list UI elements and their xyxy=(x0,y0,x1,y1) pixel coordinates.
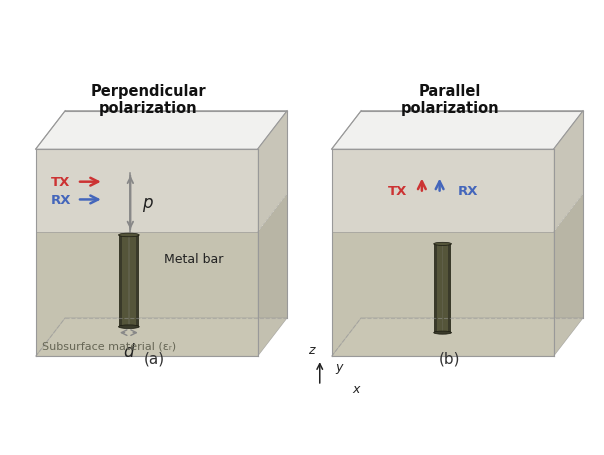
Polygon shape xyxy=(554,111,583,233)
Polygon shape xyxy=(332,318,583,357)
Text: (b): (b) xyxy=(439,350,461,365)
Polygon shape xyxy=(36,111,288,150)
Text: (a): (a) xyxy=(144,350,164,365)
Polygon shape xyxy=(434,244,451,333)
Ellipse shape xyxy=(118,233,139,237)
Polygon shape xyxy=(332,150,554,233)
Text: Parallel
polarization: Parallel polarization xyxy=(400,83,500,116)
Polygon shape xyxy=(36,233,257,357)
Text: p: p xyxy=(142,194,153,212)
Polygon shape xyxy=(442,244,443,333)
Polygon shape xyxy=(257,111,288,233)
Polygon shape xyxy=(434,244,437,333)
Polygon shape xyxy=(118,235,139,327)
Text: Subsurface material (εᵣ): Subsurface material (εᵣ) xyxy=(42,341,176,351)
Polygon shape xyxy=(118,235,122,327)
Text: d: d xyxy=(124,342,134,360)
Polygon shape xyxy=(36,150,257,233)
Ellipse shape xyxy=(118,325,139,329)
Text: RX: RX xyxy=(457,185,478,197)
Polygon shape xyxy=(135,235,139,327)
Polygon shape xyxy=(332,233,554,357)
Text: Metal bar: Metal bar xyxy=(164,253,223,266)
Polygon shape xyxy=(332,111,583,150)
Text: TX: TX xyxy=(51,176,70,189)
Polygon shape xyxy=(36,318,288,357)
Polygon shape xyxy=(257,194,288,357)
Text: Perpendicular
polarization: Perpendicular polarization xyxy=(90,83,206,116)
Text: y: y xyxy=(336,360,343,373)
Polygon shape xyxy=(128,235,130,327)
Polygon shape xyxy=(554,194,583,357)
Ellipse shape xyxy=(434,243,451,246)
Text: TX: TX xyxy=(388,185,407,197)
Ellipse shape xyxy=(434,331,451,334)
Polygon shape xyxy=(448,244,451,333)
Text: z: z xyxy=(307,344,314,357)
Text: x: x xyxy=(352,382,360,394)
Text: RX: RX xyxy=(51,193,71,207)
